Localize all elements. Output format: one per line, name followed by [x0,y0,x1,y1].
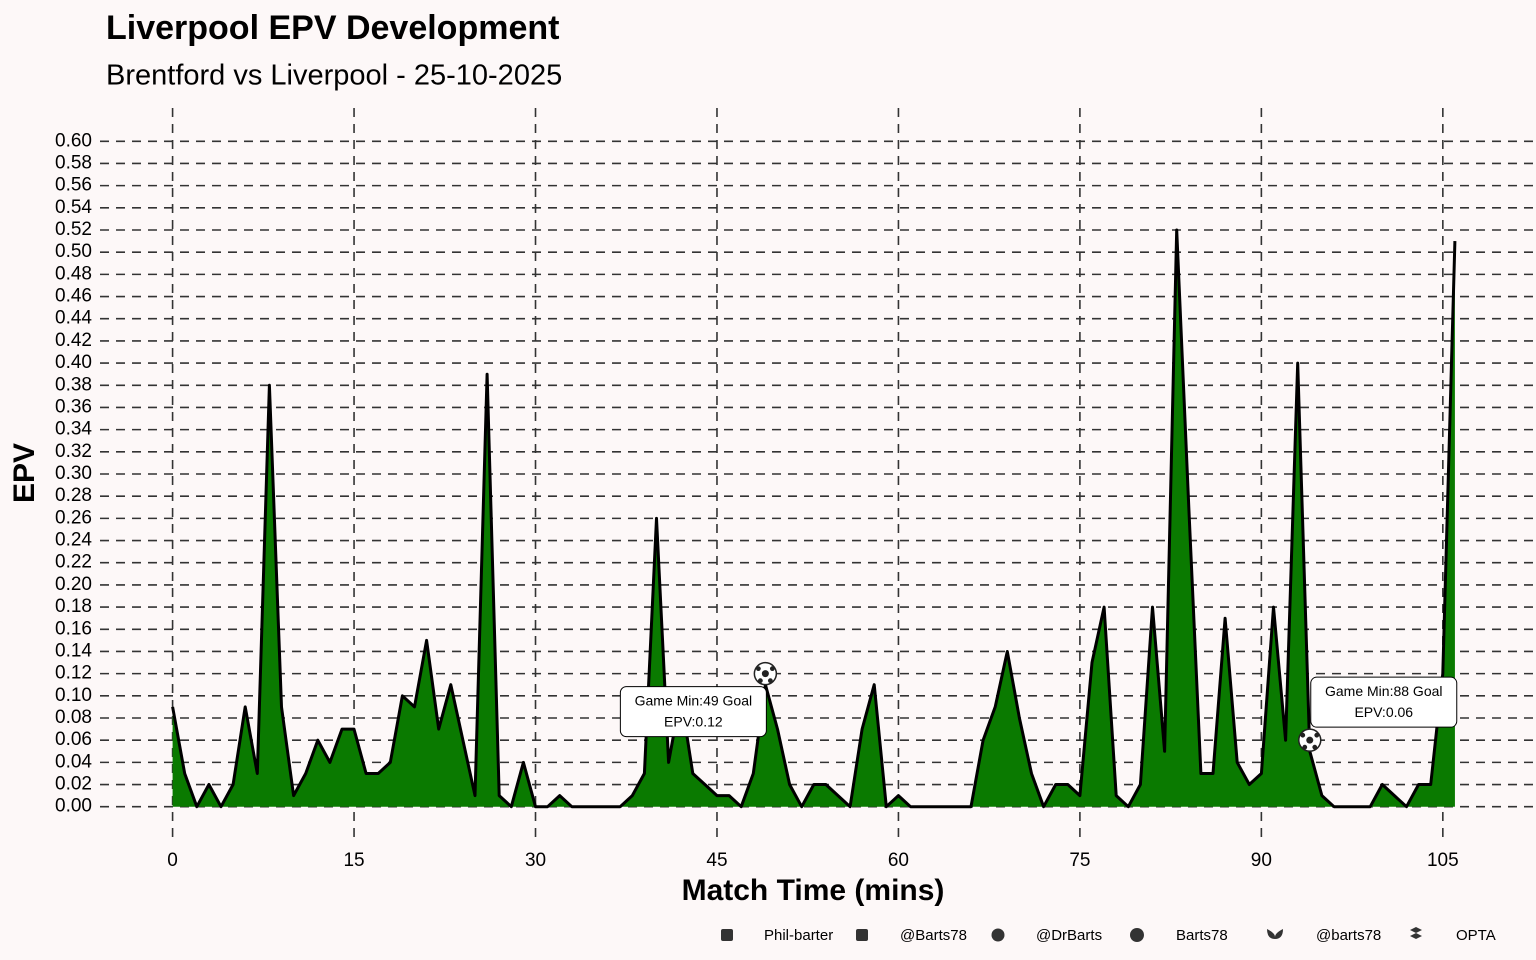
y-tick-label: 0.14 [55,640,92,661]
x-tick-label: 15 [343,850,364,871]
area [172,230,1455,807]
y-tick-label: 0.20 [55,574,92,595]
ball-patch [1314,732,1320,738]
icon-mastodon [991,928,1005,942]
x-tick-label: 75 [1069,850,1090,871]
plot: 0.000.020.040.060.080.100.120.140.160.18… [55,108,1536,871]
icon-linkedin [721,929,733,941]
x-tick-label: 105 [1427,850,1459,871]
y-tick-label: 0.46 [55,286,92,307]
icon-github [1130,928,1144,942]
y-tick-label: 0.48 [55,263,92,284]
ball-patch [1306,736,1314,744]
x-tick-label: 90 [1251,850,1272,871]
ball-patch [761,670,769,678]
ball-patch [767,678,773,684]
annotation: Game Min:49 Goal EPV:0.12 [619,686,767,738]
icon-dropbox [1410,927,1422,939]
ball-patch [1312,744,1318,750]
y-tick-label: 0.42 [55,330,92,351]
goal-ball [1298,728,1322,752]
annotation-text: EPV:0.06 [1354,704,1413,720]
goal-ball [753,661,778,686]
y-tick-label: 0.06 [55,729,92,750]
y-tick-label: 0.26 [55,507,92,528]
footer-text: Barts78 [1176,927,1228,944]
y-tick-label: 0.58 [55,152,92,173]
annotation-text: Game Min:88 Goal [1325,683,1443,699]
x-tick-label: 60 [888,850,909,871]
annotation: Game Min:88 Goal EPV:0.06 [1310,676,1458,728]
x-tick-label: 30 [525,850,546,871]
y-tick-label: 0.34 [55,419,92,440]
x-tick-label: 45 [706,850,727,871]
y-tick-label: 0.52 [55,219,92,240]
y-tick-label: 0.08 [55,707,92,728]
y-tick-label: 0.32 [55,441,92,462]
ball-patch [1300,732,1306,738]
footer-text: @barts78 [1316,927,1381,944]
y-tick-label: 0.28 [55,485,92,506]
annotation-text: EPV:0.12 [664,713,723,729]
ball-patch [769,666,775,672]
y-tick-label: 0.04 [55,751,92,772]
y-tick-label: 0.02 [55,774,92,795]
footer-icons [721,927,1422,942]
y-tick-label: 0.56 [55,175,92,196]
annotation-text: Game Min:49 Goal [635,692,753,708]
x-axis-title: Match Time (mins) [682,874,945,907]
y-tick-label: 0.00 [55,796,92,817]
y-tick-label: 0.40 [55,352,92,373]
y-tick-label: 0.30 [55,463,92,484]
y-tick-label: 0.54 [55,197,92,218]
footer-text: @DrBarts [1036,927,1102,944]
chart-title: Liverpool EPV Development [106,9,559,47]
y-tick-label: 0.38 [55,374,92,395]
chart-subtitle: Brentford vs Liverpool - 25-10-2025 [106,60,562,92]
annotation-box [619,686,767,738]
y-tick-label: 0.24 [55,530,92,551]
y-tick-label: 0.50 [55,241,92,262]
y-axis-title: EPV [8,443,41,503]
footer-text: Phil-barter [764,927,833,944]
y-tick-label: 0.44 [55,308,92,329]
footer-text: @Barts78 [900,927,967,944]
icon-bluesky [1267,929,1283,939]
y-tick-label: 0.12 [55,663,92,684]
y-tick-label: 0.16 [55,618,92,639]
y-tick-label: 0.60 [55,130,92,151]
y-tick-label: 0.36 [55,396,92,417]
ball-patch [1302,744,1308,750]
annotation-box [1310,676,1458,728]
line [171,228,1457,809]
y-tick-label: 0.18 [55,596,92,617]
footer-text: OPTA [1456,927,1496,944]
ball-patch [757,678,763,684]
icon-x [856,929,868,941]
y-tick-label: 0.10 [55,685,92,706]
ball-patch [755,666,761,672]
x-tick-label: 0 [167,850,178,871]
y-tick-label: 0.22 [55,552,92,573]
